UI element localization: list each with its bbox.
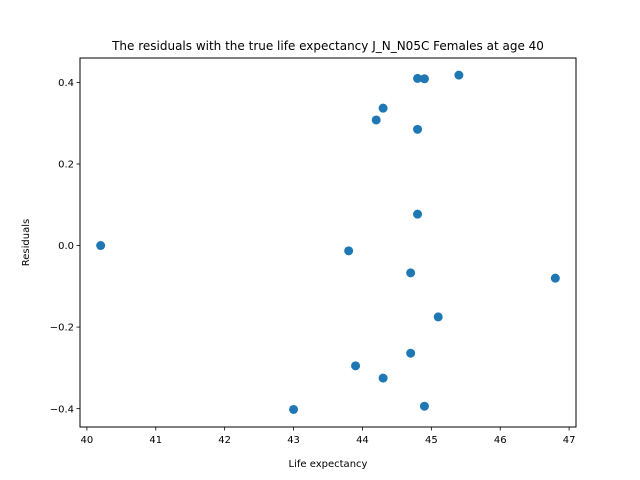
data-point xyxy=(413,209,423,219)
data-point xyxy=(454,70,464,80)
y-axis-label: Residuals xyxy=(21,219,32,266)
data-point xyxy=(96,241,106,251)
data-point xyxy=(550,273,560,283)
y-tick-label: 0.0 xyxy=(58,241,74,252)
x-tick-label: 44 xyxy=(356,435,369,446)
x-tick-label: 40 xyxy=(81,435,94,446)
x-tick-label: 47 xyxy=(563,435,576,446)
data-point xyxy=(378,373,388,383)
data-point xyxy=(371,115,381,125)
data-point xyxy=(344,246,354,256)
data-point xyxy=(413,73,423,83)
y-tick-label: −0.4 xyxy=(50,404,74,415)
x-tick-label: 41 xyxy=(149,435,162,446)
plot-area-frame xyxy=(79,57,577,428)
data-point xyxy=(289,404,299,414)
data-points xyxy=(96,70,560,414)
y-tick-label: 0.4 xyxy=(58,78,74,89)
x-tick-label: 46 xyxy=(494,435,507,446)
x-axis: 40 41 42 43 44 45 46 47 xyxy=(81,427,576,446)
data-point xyxy=(406,268,416,278)
data-point xyxy=(406,348,416,358)
chart-title: The residuals with the true life expecta… xyxy=(111,39,544,53)
data-point xyxy=(419,74,429,84)
x-tick-label: 43 xyxy=(287,435,300,446)
x-tick-label: 42 xyxy=(218,435,231,446)
data-point xyxy=(378,103,388,113)
y-tick-label: 0.2 xyxy=(58,160,74,171)
data-point xyxy=(419,401,429,411)
data-point xyxy=(433,312,443,322)
x-axis-label: Life expectancy xyxy=(289,459,368,470)
data-point xyxy=(351,361,361,371)
y-tick-label: −0.2 xyxy=(50,323,74,334)
data-point xyxy=(413,124,423,134)
y-axis: −0.4 −0.2 0.0 0.2 0.4 xyxy=(50,78,80,415)
x-tick-label: 45 xyxy=(425,435,438,446)
